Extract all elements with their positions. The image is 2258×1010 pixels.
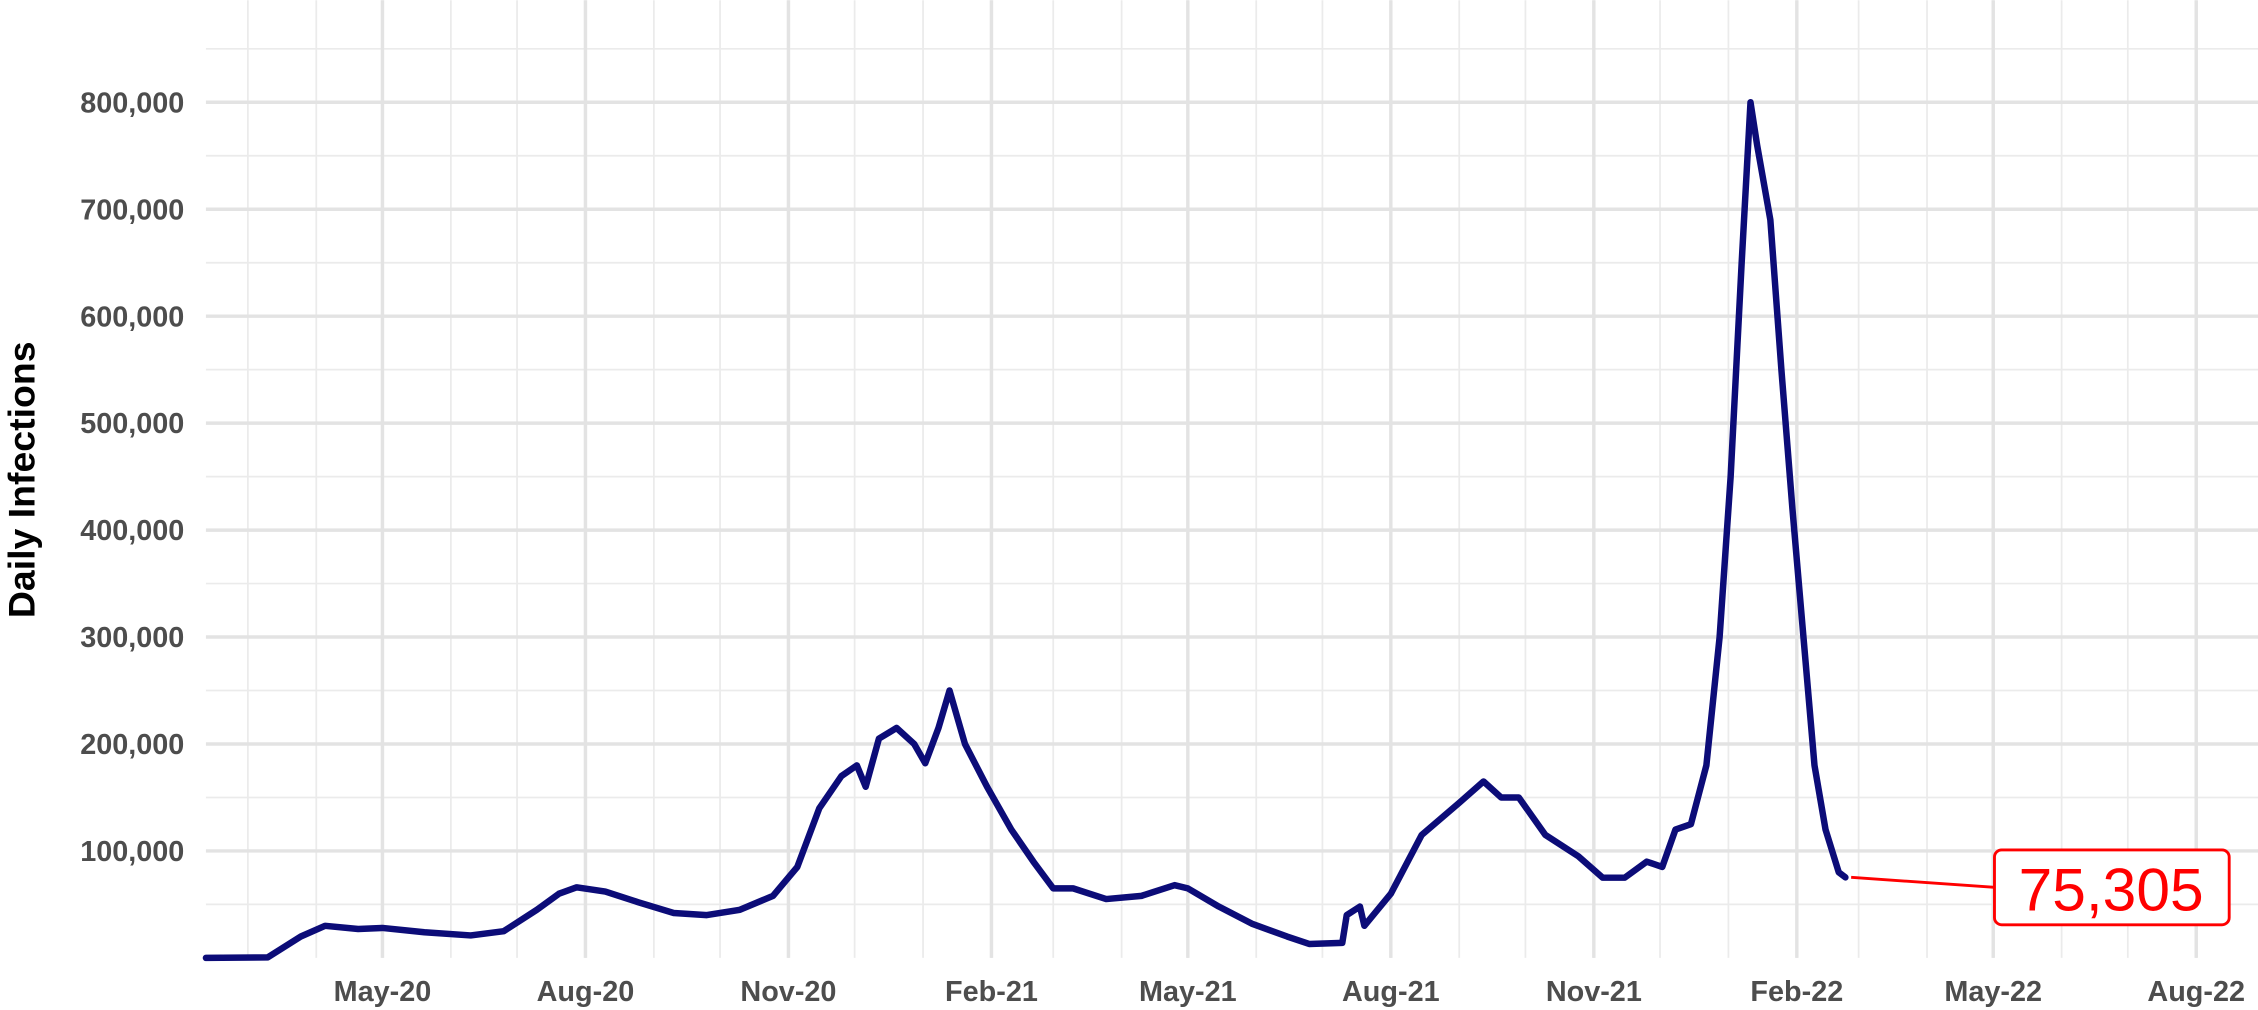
x-tick-label: Aug-21 — [1342, 976, 1440, 1008]
x-tick-label: May-21 — [1139, 976, 1237, 1008]
x-tick-label: Feb-22 — [1750, 976, 1843, 1008]
annotation-box — [1993, 848, 2231, 927]
x-tick-label: Nov-21 — [1546, 976, 1642, 1008]
y-tick-label: 100,000 — [80, 836, 184, 868]
y-axis-label: Daily Infections — [1, 341, 43, 618]
x-tick-label: May-22 — [1944, 976, 2042, 1008]
y-tick-label: 500,000 — [80, 408, 184, 440]
y-tick-label: 300,000 — [80, 622, 184, 654]
annotation-label: 75,305 — [2019, 855, 2204, 923]
y-tick-label: 700,000 — [80, 194, 184, 226]
y-tick-label: 400,000 — [80, 515, 184, 547]
y-tick-label: 200,000 — [80, 729, 184, 761]
y-tick-label: 800,000 — [80, 87, 184, 119]
x-tick-label: Feb-21 — [945, 976, 1038, 1008]
grid — [205, 0, 2258, 958]
x-tick-label: Aug-22 — [2147, 976, 2245, 1008]
x-tick-label: Nov-20 — [740, 976, 836, 1008]
y-tick-label: 600,000 — [80, 301, 184, 333]
data-line — [202, 99, 1849, 962]
x-tick-label: Aug-20 — [537, 976, 635, 1008]
annotation-leader — [1851, 875, 1995, 889]
x-tick-label: May-20 — [334, 976, 432, 1008]
